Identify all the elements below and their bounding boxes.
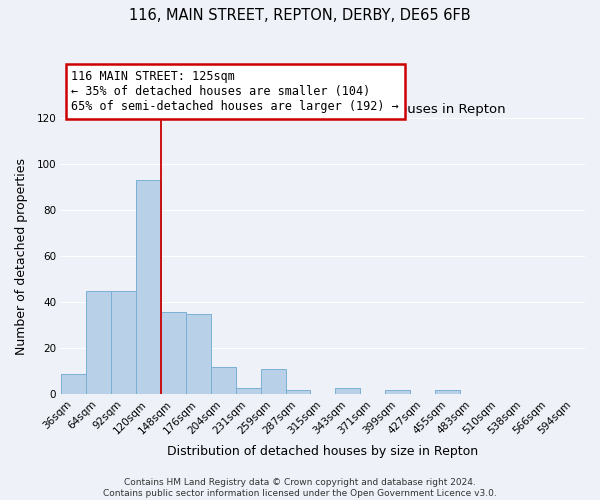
Bar [161, 312, 186, 394]
Bar [86, 291, 111, 395]
Text: Contains HM Land Registry data © Crown copyright and database right 2024.
Contai: Contains HM Land Registry data © Crown c… [103, 478, 497, 498]
Text: 116 MAIN STREET: 125sqm
← 35% of detached houses are smaller (104)
65% of semi-d: 116 MAIN STREET: 125sqm ← 35% of detache… [71, 70, 399, 112]
Bar [186, 314, 211, 394]
Bar [286, 390, 310, 394]
Bar [136, 180, 161, 394]
Bar [385, 390, 410, 394]
Bar [61, 374, 86, 394]
Text: 116, MAIN STREET, REPTON, DERBY, DE65 6FB: 116, MAIN STREET, REPTON, DERBY, DE65 6F… [129, 8, 471, 22]
Bar [335, 388, 361, 394]
Bar [260, 369, 286, 394]
Bar [111, 291, 136, 395]
Title: Size of property relative to detached houses in Repton: Size of property relative to detached ho… [140, 102, 505, 116]
Bar [211, 367, 236, 394]
Y-axis label: Number of detached properties: Number of detached properties [15, 158, 28, 355]
Bar [236, 388, 260, 394]
Bar [435, 390, 460, 394]
X-axis label: Distribution of detached houses by size in Repton: Distribution of detached houses by size … [167, 444, 479, 458]
